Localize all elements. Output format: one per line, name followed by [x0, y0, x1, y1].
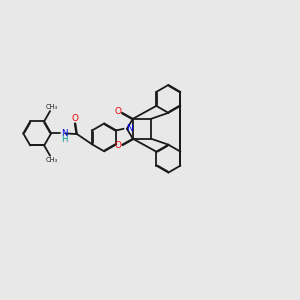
Text: CH₃: CH₃ [46, 104, 58, 110]
Text: H: H [61, 135, 68, 144]
Text: N: N [61, 129, 68, 138]
Text: O: O [114, 107, 122, 116]
Text: O: O [71, 114, 79, 123]
Text: O: O [114, 141, 122, 150]
Text: N: N [126, 124, 133, 133]
Text: CH₃: CH₃ [46, 157, 58, 163]
